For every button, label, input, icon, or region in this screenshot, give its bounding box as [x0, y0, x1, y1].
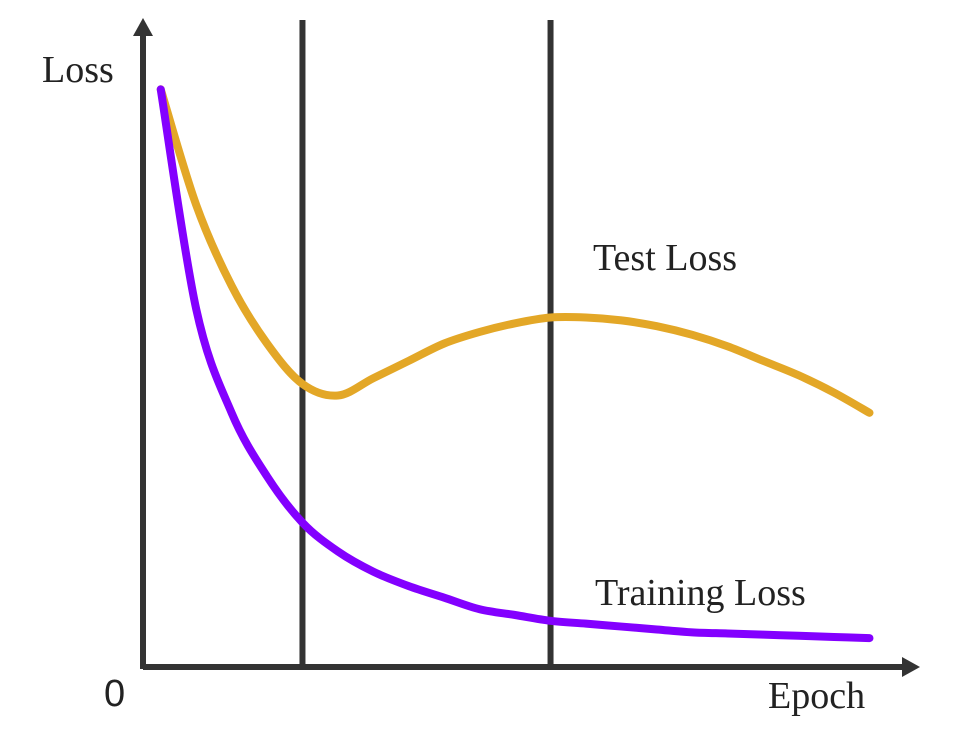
training-loss-label: Training Loss: [595, 572, 806, 614]
plot-layer: Loss Epoch 0 Test Loss Training Loss: [42, 18, 920, 717]
x-axis-label: Epoch: [768, 675, 865, 717]
y-axis-label: Loss: [42, 49, 114, 91]
test-loss-label: Test Loss: [593, 237, 737, 279]
training-loss-line: [156, 85, 874, 643]
y-axis-arrow: [133, 18, 153, 36]
origin-label: 0: [104, 673, 125, 715]
x-axis-arrow: [902, 657, 920, 677]
test-loss-line: [156, 85, 874, 417]
